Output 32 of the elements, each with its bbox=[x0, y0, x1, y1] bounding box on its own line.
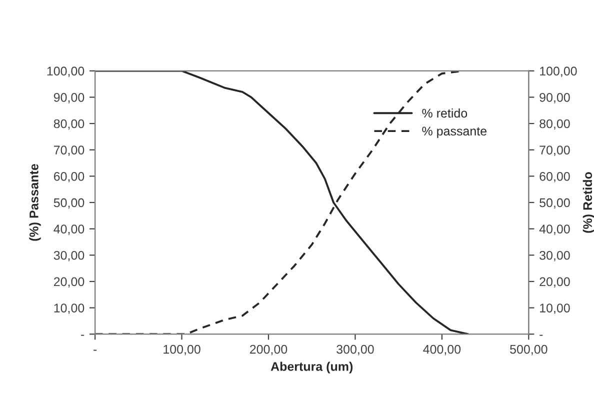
y-tick-label: 10,00 bbox=[54, 304, 84, 314]
legend-label: % passante bbox=[422, 126, 487, 138]
y2-tick-label: 40,00 bbox=[539, 224, 570, 235]
y2-tick-label: 60,00 bbox=[540, 172, 570, 182]
y2-tick-label: 10,00 bbox=[540, 304, 570, 314]
y2-tick-label: 50,00 bbox=[540, 198, 570, 209]
y2-tick-label: 30,00 bbox=[540, 250, 570, 262]
y-tick-label: 30,00 bbox=[54, 250, 84, 262]
y-tick-label: 50,00 bbox=[54, 198, 84, 209]
y2-tick-label: 20,00 bbox=[540, 277, 570, 288]
y2-tick-label: 70,00 bbox=[540, 146, 570, 156]
y2-tick-label: 80,00 bbox=[540, 119, 570, 130]
x-tick-label: 200,00 bbox=[250, 344, 288, 356]
y-tick-label: 90,00 bbox=[54, 93, 84, 104]
y2-tick-label: 90,00 bbox=[540, 93, 570, 104]
y-tick-label: 40,00 bbox=[54, 224, 84, 235]
x-tick-label: 100,00 bbox=[164, 344, 200, 356]
x-tick-label: - bbox=[94, 350, 97, 351]
y-tick-label: 80,00 bbox=[54, 119, 84, 130]
y-tick-label: 100,00 bbox=[47, 66, 84, 78]
x-tick-label: 400,00 bbox=[423, 344, 461, 356]
y-axis-title: (%) Passante bbox=[29, 164, 41, 241]
x-tick-label: 500,00 bbox=[510, 344, 548, 356]
legend-label: % retido bbox=[422, 108, 468, 118]
x-axis-title: Abertura (um) bbox=[270, 362, 353, 374]
y2-tick-label: - bbox=[540, 334, 543, 336]
y-tick-label: 70,00 bbox=[54, 146, 84, 156]
x-tick-label: 300,00 bbox=[336, 344, 374, 356]
y2-tick-label: 100,00 bbox=[540, 66, 577, 78]
y-tick-label: - bbox=[81, 334, 84, 336]
y-tick-label: 20,00 bbox=[54, 277, 84, 288]
y-tick-label: 60,00 bbox=[54, 172, 84, 182]
